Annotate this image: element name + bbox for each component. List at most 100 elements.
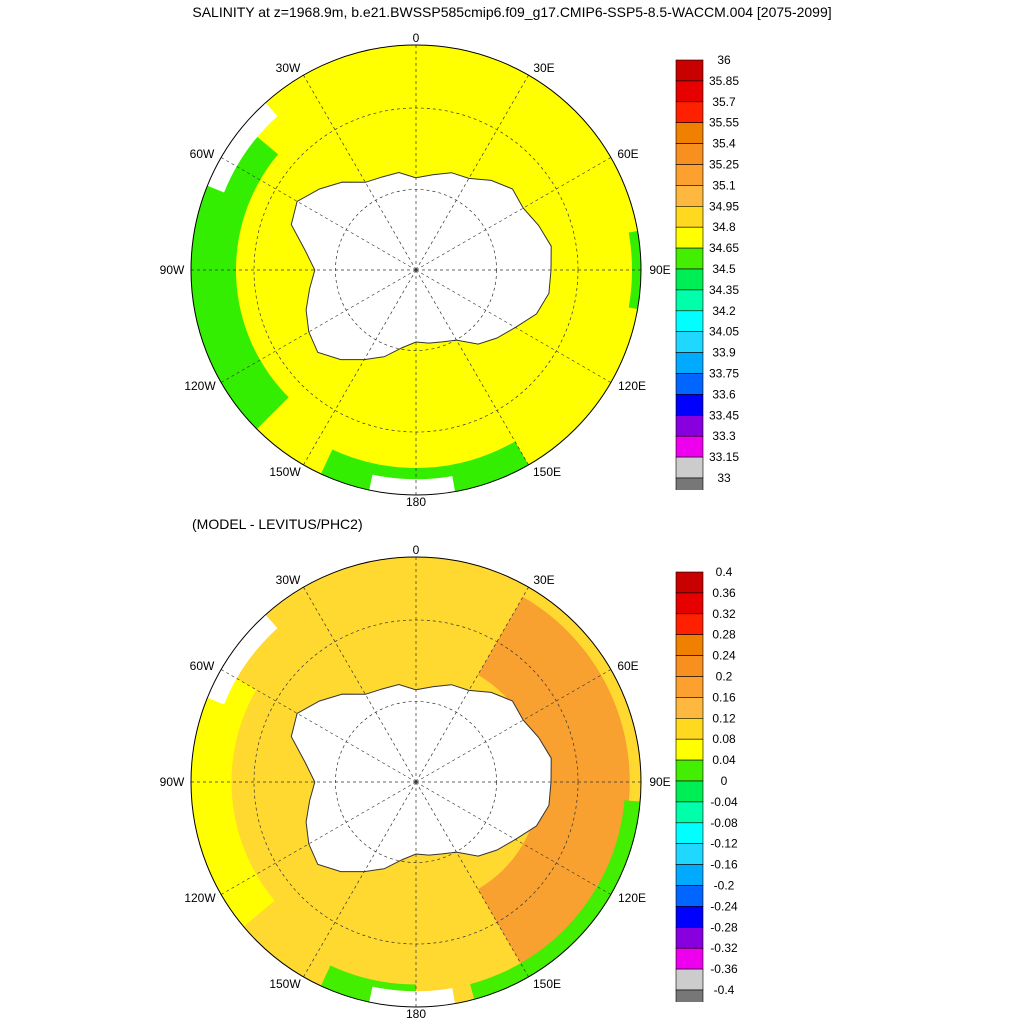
meridian-line — [303, 74, 417, 271]
colorbar-swatch — [675, 164, 704, 186]
longitude-label: 120E — [618, 379, 646, 393]
colorbar-label: -0.16 — [710, 858, 738, 872]
longitude-label: 0 — [413, 543, 420, 557]
colorbar-swatch — [675, 676, 704, 698]
meridian-line — [415, 669, 612, 783]
difference-subtitle: (MODEL - LEVITUS/PHC2) — [192, 516, 363, 532]
map-border — [190, 556, 642, 1008]
colorbar-swatch — [675, 822, 704, 844]
difference-map: 0 30E 60E 90E 120E 150E 180 150W 120W 90W 60W 30W — [160, 543, 671, 1021]
colorbar-swatch — [675, 143, 704, 165]
colorbar-label: 34.95 — [709, 199, 739, 213]
colorbar-label: 33.75 — [709, 367, 739, 381]
colorbar-swatch — [675, 477, 704, 490]
colorbar-label: -0.12 — [710, 837, 738, 851]
meridian-line — [415, 269, 612, 383]
colorbar-label: 34.35 — [709, 283, 739, 297]
colorbar-swatch — [675, 885, 704, 907]
colorbar-label: 0.04 — [712, 753, 736, 767]
colorbar-swatch — [675, 759, 704, 782]
colorbar-label: 34.8 — [712, 220, 736, 234]
figure-title: SALINITY at z=1968.9m, b.e21.BWSSP585cmi… — [192, 4, 832, 20]
meridian-line — [220, 669, 417, 783]
colorbar-swatch — [675, 801, 704, 824]
colorbar-swatch — [675, 592, 704, 615]
colorbar-label: 35.25 — [709, 158, 739, 172]
colorbar-label: 36 — [717, 53, 731, 67]
colorbar-label: 0.16 — [712, 690, 736, 704]
new-zealand-land — [366, 986, 458, 1007]
colorbar-swatch — [675, 456, 704, 479]
colorbar-swatch — [675, 718, 704, 740]
colorbar-label: 34.65 — [709, 241, 739, 255]
colorbar-label: 0 — [721, 774, 728, 788]
meridian-line — [303, 269, 417, 466]
colorbar-label: -0.04 — [710, 795, 738, 809]
south-america-land — [196, 606, 278, 705]
colorbar-label: 0.2 — [716, 670, 733, 684]
meridian-line — [220, 269, 417, 383]
longitude-label: 120W — [184, 379, 216, 393]
longitude-label: 180 — [406, 1007, 426, 1021]
colorbar-label: -0.36 — [710, 962, 738, 976]
colorbar-swatch — [675, 352, 704, 374]
longitude-label: 180 — [406, 495, 426, 509]
colorbar-swatch — [675, 59, 704, 82]
graticule — [191, 557, 641, 1007]
colorbar-label: 34.5 — [712, 262, 736, 276]
colorbar-swatch — [675, 843, 704, 865]
longitude-label: 30W — [276, 573, 301, 587]
longitude-label: 60E — [617, 659, 638, 673]
colorbar-swatch — [675, 780, 704, 803]
longitude-label: 90E — [649, 263, 670, 277]
colorbar-label: 35.4 — [712, 137, 736, 151]
colorbar-label: 35.85 — [709, 74, 739, 88]
meridian-line — [415, 269, 529, 466]
colorbar-label: 0.12 — [712, 711, 736, 725]
colorbar-label: -0.24 — [710, 899, 738, 913]
colorbar-label: 33.9 — [712, 346, 736, 360]
colorbar-swatch — [675, 394, 704, 416]
longitude-label: 150E — [533, 977, 561, 991]
longitude-label: 60W — [190, 659, 215, 673]
colorbar-swatch — [675, 373, 704, 395]
longitude-label: 30E — [533, 61, 554, 75]
meridian-line — [415, 781, 612, 895]
colorbar-swatch — [675, 571, 704, 594]
colorbar-swatch — [675, 414, 704, 437]
longitude-label: 60E — [617, 147, 638, 161]
colorbar-swatch — [675, 634, 704, 656]
colorbar-swatch — [675, 185, 704, 207]
meridian-line — [220, 781, 417, 895]
colorbar-swatch — [675, 738, 704, 761]
colorbar-swatch — [675, 80, 704, 103]
colorbar-swatch — [675, 226, 704, 249]
colorbar-swatch — [675, 613, 704, 635]
meridian-line — [303, 781, 417, 978]
colorbar-swatch — [675, 331, 704, 353]
colorbar-label: 33.15 — [709, 450, 739, 464]
colorbar-label: 0.4 — [716, 565, 733, 579]
meridian-line — [415, 781, 529, 978]
meridian-line — [415, 74, 529, 271]
colorbar-swatch — [675, 101, 704, 123]
colorbar-swatch — [675, 947, 704, 970]
colorbar-swatch — [675, 268, 704, 291]
salinity-colorbar: 36 35.85 35.7 35.55 35.4 35.25 35.1 34.95 34.8 34… — [675, 53, 739, 490]
salinity-map: 0 30E 60E 90E 120E 150E 180 150W 120W 90W 60W 30W — [160, 31, 671, 509]
colorbar-label: 0.08 — [712, 732, 736, 746]
longitude-label: 150W — [269, 465, 301, 479]
colorbar-label: 34.2 — [712, 304, 736, 318]
longitude-label: 30E — [533, 573, 554, 587]
colorbar-swatch — [675, 926, 704, 949]
colorbar-label: 33.3 — [712, 429, 736, 443]
longitude-label: 120E — [618, 891, 646, 905]
colorbar-label: 33 — [717, 471, 731, 485]
colorbar-swatch — [675, 310, 704, 332]
colorbar-label: 35.7 — [712, 95, 736, 109]
ocean-field — [191, 45, 641, 495]
longitude-label: 90W — [160, 775, 185, 789]
longitude-label: 60W — [190, 147, 215, 161]
colorbar-swatch — [675, 906, 704, 928]
longitude-label: 150E — [533, 465, 561, 479]
